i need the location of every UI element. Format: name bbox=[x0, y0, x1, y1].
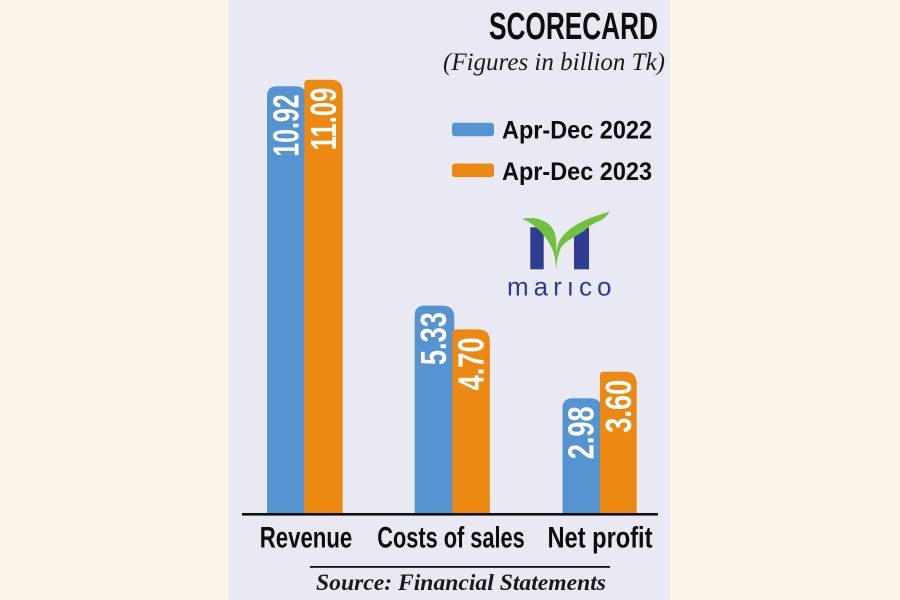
svg-text:11.09: 11.09 bbox=[303, 88, 344, 151]
svg-text:Apr-Dec 2023: Apr-Dec 2023 bbox=[502, 158, 652, 186]
svg-text:2.98: 2.98 bbox=[561, 406, 602, 459]
svg-text:3.60: 3.60 bbox=[598, 380, 639, 433]
svg-text:marıco: marıco bbox=[507, 271, 616, 301]
svg-text:5.33: 5.33 bbox=[413, 312, 454, 365]
svg-text:Apr-Dec 2022: Apr-Dec 2022 bbox=[502, 117, 652, 145]
svg-text:Source: Financial Statements: Source: Financial Statements bbox=[316, 570, 606, 595]
svg-text:SCORECARD: SCORECARD bbox=[489, 6, 658, 48]
svg-text:10.92: 10.92 bbox=[266, 94, 307, 157]
svg-text:Costs of sales: Costs of sales bbox=[377, 522, 525, 555]
svg-text:4.70: 4.70 bbox=[451, 337, 492, 390]
svg-text:Net profit: Net profit bbox=[548, 522, 653, 555]
svg-text:(Figures in billion Tk): (Figures in billion Tk) bbox=[443, 49, 665, 76]
svg-text:Revenue: Revenue bbox=[260, 522, 353, 555]
